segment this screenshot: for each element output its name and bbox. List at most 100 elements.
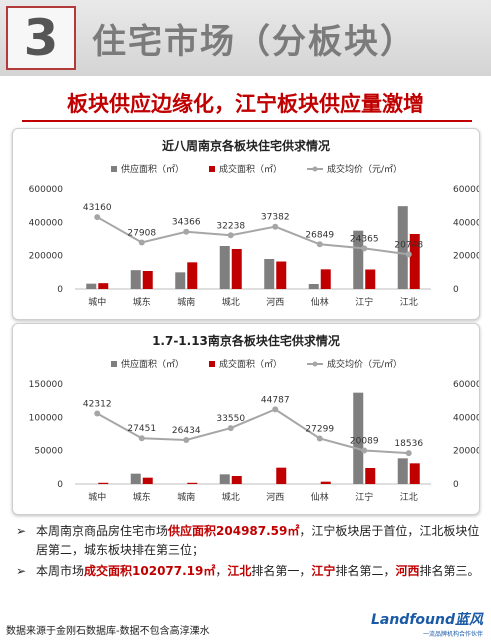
bar [308,284,319,289]
y-right-tick-label: 60000 [453,380,479,390]
y-right-tick-label: 40000 [453,413,479,423]
legend-label: 成交均价（元/㎡） [327,163,402,175]
price-point [272,223,279,230]
price-point [272,406,279,413]
bar [365,468,376,484]
x-tick-label: 城中 [88,491,106,503]
data-label: 18536 [394,439,423,449]
data-source-note: 数据来源于金刚石数据库-数据不包含高淳溧水 [6,626,210,637]
bar [231,476,242,484]
y-left-tick-label: 200000 [29,252,64,262]
bullet-text: 本周南京商品房住宅市场 [36,524,169,538]
price-point [405,251,412,258]
price-point [138,239,145,246]
section-number-box: 3 [6,6,76,70]
price-point [183,228,190,235]
y-right-tick-label: 20000 [453,252,479,262]
bar [409,463,420,484]
data-label: 26434 [172,426,201,436]
x-tick-label: 江宁 [355,296,373,308]
bar [397,458,408,484]
x-tick-label: 河西 [266,296,284,308]
bar [175,272,186,289]
bar [187,482,198,484]
bullet-text: 排名第二， [335,564,396,578]
legend-label: 成交面积（㎡） [219,163,282,175]
header-banner: 3 住宅市场（分板块） [0,0,491,76]
section-title: 住宅市场（分板块） [92,22,416,62]
brand-logo: Landfound蓝风 一流品牌机构合作伙伴 [371,609,483,638]
y-left-tick-label: 600000 [29,185,64,195]
bullet-highlight: 成交面积102077.19㎡ [84,564,216,578]
x-tick-label: 江北 [400,492,418,503]
bar [409,234,420,289]
chart-title: 1.7-1.13南京各板块住宅供求情况 [152,333,340,348]
subtitle-underline [22,120,472,122]
y-left-tick-label: 0 [57,480,63,490]
y-right-tick-label: 20000 [453,447,479,457]
bar [320,269,331,289]
bar [276,261,287,289]
bullet-arrow-icon: ➢ [16,564,27,578]
y-left-tick-label: 400000 [29,218,64,228]
bar [187,262,198,289]
price-point [227,425,234,432]
bar [276,467,287,484]
price-point [316,435,323,442]
data-label: 24365 [350,234,379,244]
legend-swatch [111,166,117,172]
data-label: 34366 [172,218,201,228]
x-tick-label: 江宁 [355,491,373,503]
data-label: 26849 [305,230,334,240]
summary-bullets: ➢ 本周南京商品房住宅市场供应面积204987.59㎡，江宁板块居于首位，江北板块… [14,522,480,583]
price-line [96,216,409,256]
legend-label: 供应面积（㎡） [121,163,184,175]
x-tick-label: 江北 [400,297,418,308]
bullet-arrow-icon: ➢ [16,524,27,538]
price-point [405,450,412,457]
x-tick-label: 城中 [88,296,106,308]
x-tick-label: 仙林 [311,296,329,308]
data-label: 27908 [127,228,156,238]
data-label: 37382 [261,213,290,223]
y-right-tick-label: 0 [453,480,459,490]
chart-panel-eight-weeks: 近八周南京各板块住宅供求情况 供应面积（㎡） 成交面积（㎡） 成交均价（元/㎡） 0 20… [12,128,480,320]
bullet-text: 本周市场 [36,564,85,578]
legend-label: 成交面积（㎡） [219,358,282,370]
bullet-highlight: 江宁 [311,564,336,578]
data-label: 20748 [394,240,423,250]
bar [231,249,242,289]
price-point [94,410,101,417]
price-line [96,408,409,455]
legend-swatch [209,166,215,172]
bar [353,392,364,484]
legend-marker [312,166,318,172]
price-point [361,245,368,252]
x-tick-label: 城东 [133,491,151,503]
section-number: 3 [23,9,59,67]
bar [353,230,364,289]
x-tick-label: 城南 [177,296,195,308]
data-label: 27451 [127,424,156,434]
data-label: 27299 [305,425,334,435]
legend-marker [312,361,318,367]
bar [264,259,275,289]
price-point [227,232,234,239]
x-tick-label: 城北 [222,297,240,308]
bar [142,271,153,289]
bar [320,481,331,484]
bullet-highlight: 江北 [227,564,252,578]
legend-label: 成交均价（元/㎡） [327,358,402,370]
y-right-tick-label: 40000 [453,218,479,228]
bar [130,473,141,484]
bar [219,474,230,484]
x-tick-label: 城南 [177,491,195,503]
bar [397,206,408,289]
y-left-tick-label: 100000 [29,413,64,423]
y-right-tick-label: 0 [453,285,459,295]
bar [86,283,97,289]
bullet-text: 排名第三。 [419,564,480,578]
logo-text: Landfound蓝风 [370,612,483,628]
